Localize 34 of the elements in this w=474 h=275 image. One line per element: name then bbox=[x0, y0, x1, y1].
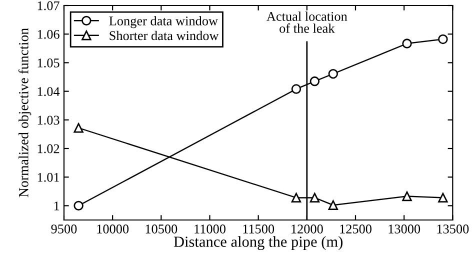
point bbox=[291, 192, 302, 203]
x-tick-label: 12000 bbox=[292, 224, 323, 234]
x-tick-label: 11500 bbox=[243, 224, 274, 234]
y-tick-label: 1.07 bbox=[38, 1, 60, 10]
x-tick-label: 10000 bbox=[97, 224, 129, 234]
point bbox=[74, 200, 84, 211]
x-tick-label: 13500 bbox=[437, 224, 469, 234]
y-tick-label: 1.02 bbox=[38, 144, 60, 154]
point bbox=[402, 38, 412, 48]
y-tick-label: 1 bbox=[54, 202, 60, 210]
y-tick-label: 1.04 bbox=[38, 87, 60, 96]
y-tick-label: 1.01 bbox=[38, 172, 60, 182]
x-tick-label: 9500 bbox=[51, 224, 77, 234]
point bbox=[438, 34, 448, 44]
point bbox=[328, 68, 338, 79]
x-tick-label: 10500 bbox=[146, 224, 178, 234]
y-tick-label: 1.05 bbox=[38, 58, 60, 68]
point bbox=[74, 123, 84, 133]
point bbox=[402, 191, 412, 202]
y-axis-title: Normalized objective function bbox=[18, 28, 32, 198]
point bbox=[310, 192, 320, 203]
point bbox=[310, 76, 320, 86]
point bbox=[328, 200, 338, 210]
point bbox=[291, 84, 302, 94]
point bbox=[438, 192, 448, 203]
y-tick-label: 1.06 bbox=[38, 30, 60, 39]
ref-line-label: Actual location of the leak bbox=[266, 12, 348, 33]
x-tick-label: 13000 bbox=[388, 224, 420, 234]
x-tick-label: 11000 bbox=[194, 224, 226, 234]
legend-label: Longer data window bbox=[109, 16, 218, 28]
legend-label: Shorter data window bbox=[110, 30, 219, 40]
x-axis-title: Distance along the pipe (m) bbox=[174, 236, 343, 250]
x-tick-label: 12500 bbox=[340, 224, 372, 234]
y-tick-label: 1.03 bbox=[38, 116, 60, 125]
